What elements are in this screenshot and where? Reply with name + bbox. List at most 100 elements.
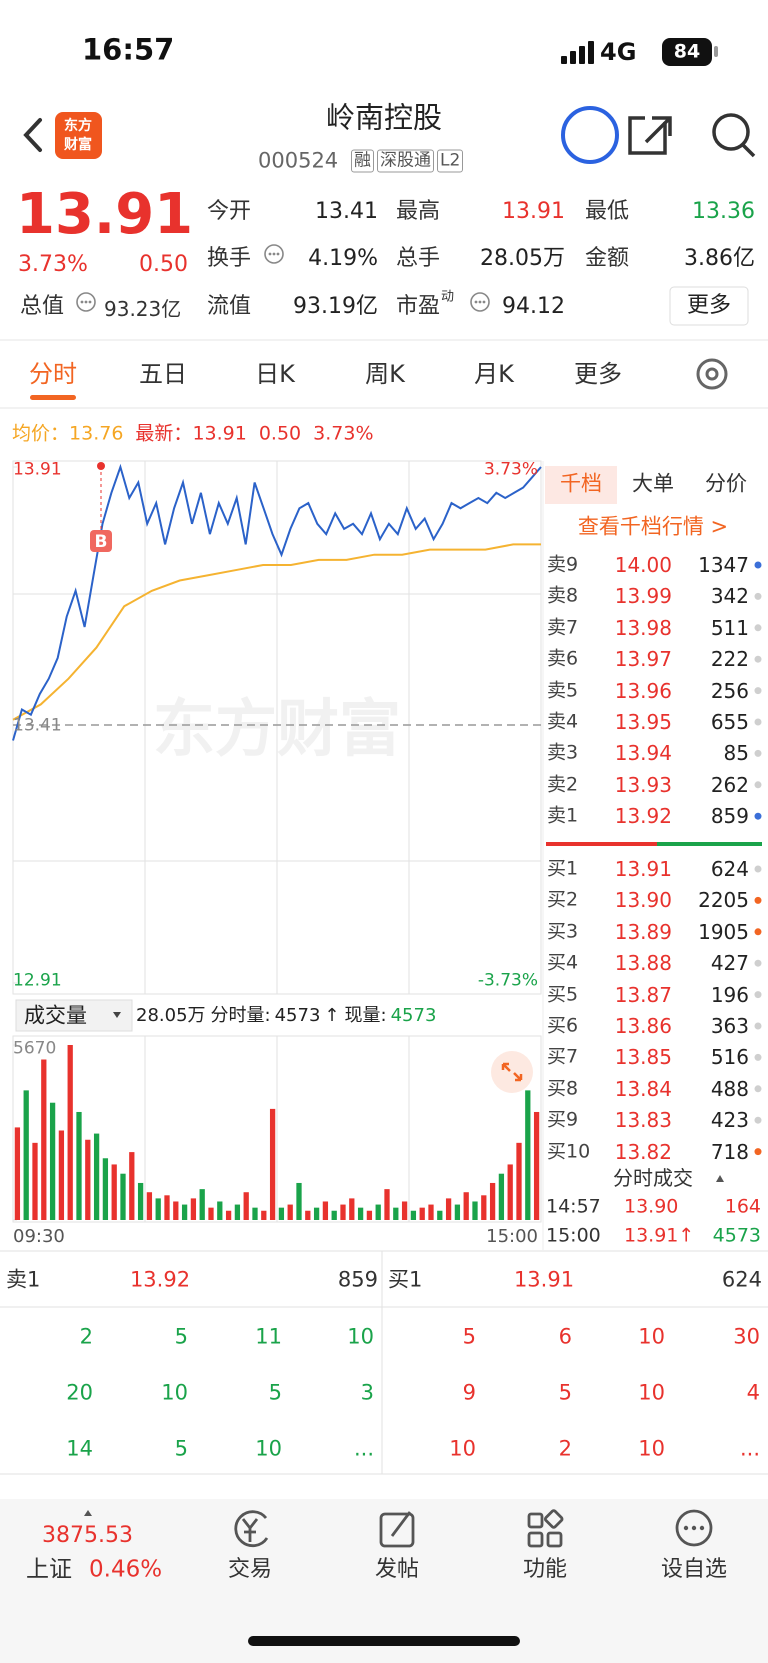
field-value: 13.36 [692,199,755,224]
book-dot [754,781,762,789]
volume-bar [67,1045,73,1220]
book-dot [754,1148,762,1156]
order-tab[interactable]: 分价 [705,471,747,496]
book-volume: 363 [710,1014,749,1038]
search-button[interactable] [712,113,756,158]
queue-order: 10 [449,1436,476,1461]
nav-item[interactable]: 交易 [227,1557,273,1582]
back-button[interactable] [23,118,42,152]
queue-order: 10 [638,1324,665,1349]
period-tab[interactable]: 五日 [139,360,187,388]
period-tab[interactable]: 日K [255,360,295,388]
depth-link[interactable]: 查看千档行情 > [577,514,729,539]
book-dot [754,865,762,873]
share-button[interactable] [628,116,672,155]
book-label: 卖9 [547,553,579,576]
more-button[interactable] [669,286,749,326]
volume-bar [296,1182,302,1220]
trades-arrow [716,1175,724,1182]
field-label: 总手 [396,246,441,271]
order-tab[interactable]: 大单 [632,471,674,496]
period-tab[interactable]: 周K [365,360,405,388]
volume-bar [41,1059,47,1220]
nav-item[interactable]: 发帖 [374,1557,420,1582]
book-price: 13.84 [614,1076,672,1101]
book-dot [754,592,762,600]
book-dot [754,896,762,904]
field-label: 换手 [207,246,252,271]
volume-bar [340,1204,346,1220]
book-volume: 1905 [698,919,749,944]
book-dot [754,624,762,632]
period-tab[interactable]: 分时 [29,360,77,388]
settings-button[interactable] [696,358,728,390]
queue-order: 5 [268,1380,282,1405]
volume-bar [146,1192,153,1220]
book-price: 13.82 [614,1139,672,1164]
trade-price: 13.90 [624,1195,679,1218]
volume-bar [208,1207,214,1220]
volume-bar [137,1182,144,1220]
y-tick-label: 13.41 [13,715,62,736]
volume-bar [401,1201,408,1220]
latest-value: 13.91 [192,422,247,445]
period-tab[interactable]: 月K [474,360,514,388]
volume-max-label: 5670 [13,1038,57,1059]
field-label: 最低 [585,199,630,224]
volume-bar [199,1189,205,1220]
volume-bar [32,1142,38,1220]
ai-button[interactable] [561,106,619,164]
book-dot [754,749,762,757]
period-tab[interactable]: 更多 [574,360,622,388]
book-volume: 859 [710,804,749,829]
volume-bar [489,1182,496,1220]
book-volume: 256 [710,678,749,703]
order-tab[interactable]: 千档 [560,471,602,496]
book-price: 13.95 [614,710,672,734]
volume-bar [366,1210,373,1220]
book-label: 买3 [547,920,579,943]
nav-item[interactable]: 功能 [522,1557,568,1582]
queue-order: 10 [347,1324,374,1349]
more-button-label[interactable]: 更多 [686,293,732,318]
percent-tick-label: -3.73% [477,970,538,991]
book-price: 13.96 [614,678,672,703]
marker-box [90,530,112,552]
nav-item[interactable]: 设自选 [660,1557,728,1582]
book-dot [754,561,762,569]
volume-bar [217,1201,223,1220]
volume-selector[interactable] [15,999,133,1032]
field-value: 93.19亿 [293,294,378,319]
volume-bar [507,1164,513,1220]
volume-bar [419,1207,425,1220]
post-icon [379,1511,415,1548]
volume-bar [111,1164,117,1220]
volume-selector-label[interactable]: 成交量 [24,1003,87,1028]
book-price: 13.93 [614,772,672,797]
volume-bar [463,1192,469,1220]
volume-cur: 4573 [390,1005,437,1026]
book-volume: 342 [710,584,749,609]
volume-bar [164,1195,170,1220]
volume-bar [287,1204,293,1220]
volume-bar [322,1201,329,1220]
book-volume: 423 [710,1108,749,1133]
field-superscript: 动 [441,289,455,305]
battery-icon [662,38,712,66]
volume-now-label: 分时量: [210,1005,271,1026]
volume-bar [305,1210,311,1220]
stock-tag: L2 [437,149,464,173]
order-tab-active[interactable] [545,466,617,504]
book-price: 13.89 [614,919,672,944]
volume-bar [85,1139,91,1220]
expand-button[interactable] [491,1051,533,1093]
field-value: 13.41 [315,199,378,224]
level1-volume: 624 [721,1267,762,1292]
stock-name: 岭南控股 [325,100,443,135]
book-label: 卖7 [547,616,579,639]
time-label: 15:00 [486,1226,538,1247]
battery-tip [714,46,718,57]
book-volume: 262 [710,772,749,797]
